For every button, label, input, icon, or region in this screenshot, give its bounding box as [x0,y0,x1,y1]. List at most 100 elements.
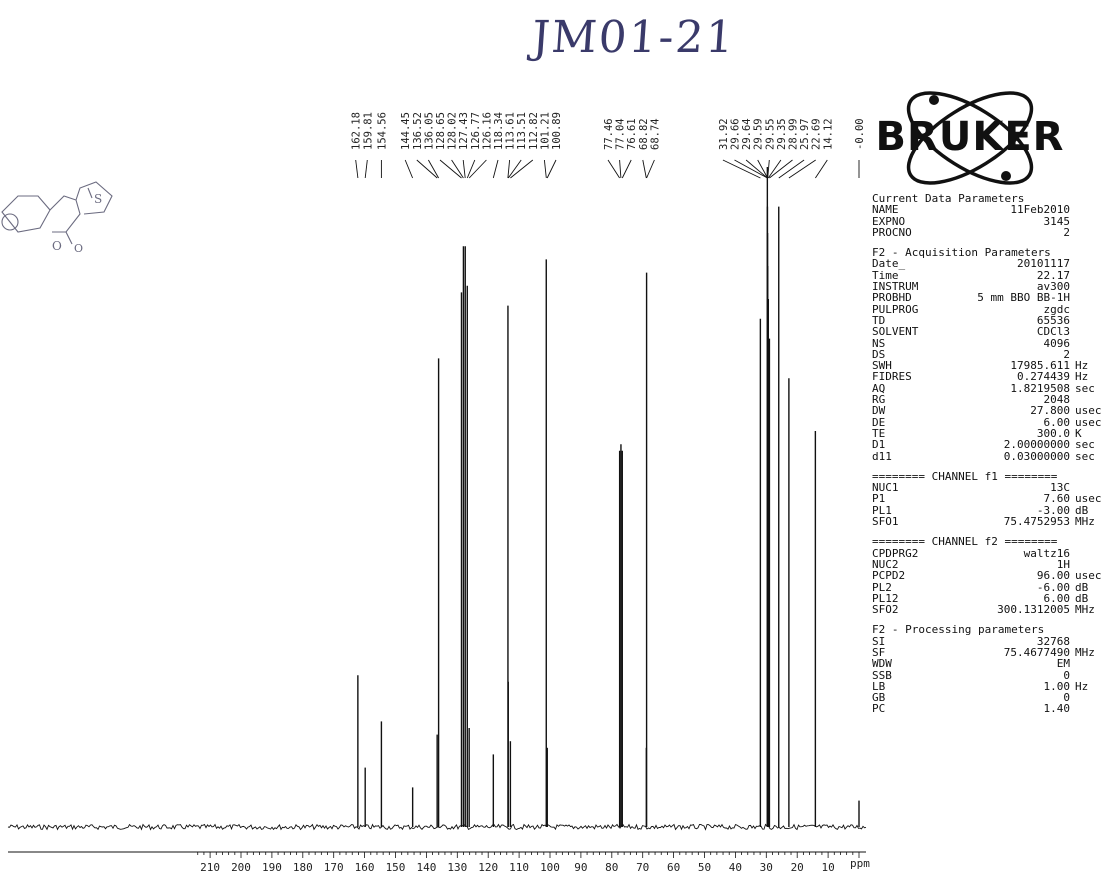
param-key: RG [872,393,886,407]
param-row: PROCNO 2 [872,225,1104,239]
param-row: FIDRES 0.274439 Hz [872,370,1104,384]
peak-label-28.99: 28.99 [788,118,800,150]
param-unit [1070,216,1104,227]
param-key: GB [872,691,886,705]
param-key: PCPD2 [872,569,906,583]
x-tick-label-170: 170 [324,861,344,873]
peak-label-22.69: 22.69 [811,118,823,150]
param-unit: Hz [1075,359,1089,373]
peak-label-connector [492,159,499,179]
baseline-noise [7,823,867,831]
param-unit: usec [1075,415,1102,429]
x-tick-label-110: 110 [509,861,529,873]
peak-label-connector [642,159,647,179]
x-tick-label-150: 150 [386,861,406,873]
peak-label-connector [364,159,368,179]
param-key: FIDRES [872,370,912,384]
peak-label-25.97: 25.97 [799,118,811,150]
param-row: SF 75.4677490 MHz [872,645,1104,659]
param-value: 13C [1050,481,1070,495]
param-row: NUC1 13C [872,481,1104,495]
peak-label-connector [769,159,793,179]
param-key: PC [872,702,886,716]
param-section: F2 - Processing parameters SI 32768 SF 75.46… [872,624,1104,716]
baseline-noise-trace [7,823,867,831]
peak-label-connector [745,159,768,179]
param-row: NS 4096 [872,336,1104,350]
param-value: 7.60 [1043,492,1071,506]
param-section: F2 - Acquisition Parameters Date_ 20101117… [872,247,1104,462]
param-value: 4096 [1043,336,1071,350]
param-key: EXPNO [872,214,906,228]
peak-label-connectors [355,159,860,179]
param-unit [1070,304,1104,315]
param-row: PC 1.40 [872,702,1104,716]
x-tick-label-40: 40 [729,861,742,873]
peak-label-connector [722,159,761,179]
param-section-title: ======== CHANNEL f2 ======== [872,535,1058,549]
param-unit [1070,292,1104,303]
param-row: SFO2 300.1312005 MHz [872,603,1104,617]
peak-label-connector [778,159,805,179]
peak-label-connector [646,159,655,179]
param-key: SOLVENT [872,325,919,339]
param-unit [1070,315,1104,326]
param-row: DE 6.00 usec [872,415,1104,429]
peak-labels: 162.18 159.81 154.56 144.45 136.52 136.05 128.… [351,112,866,150]
param-row: NUC2 1H [872,559,1104,571]
param-key: SFO2 [872,603,899,617]
param-key: INSTRUM [872,280,919,294]
peak-label-159.81: 159.81 [362,112,374,150]
param-row: SI 32768 [872,634,1104,648]
peak-label-100.89: 100.89 [551,112,563,150]
peak-label-connector [767,159,782,179]
param-row: DW 27.800 usec [872,404,1104,418]
peak-label-126.16: 126.16 [481,112,493,150]
param-key: P1 [872,492,886,506]
param-value: 0 [1063,668,1070,682]
x-tick-label-60: 60 [667,861,680,873]
param-unit: dB [1075,580,1089,594]
param-key: d11 [872,449,892,463]
peak-label-connector [621,159,632,179]
peak-label-29.59: 29.59 [753,118,765,150]
peak-label-connector [451,159,464,179]
param-value: 32768 [1036,634,1070,648]
parameters-panel: Current Data Parameters NAME 11Feb2010 EXPN… [872,193,1104,724]
param-unit: MHz [1075,645,1095,659]
param-key: AQ [872,381,886,395]
param-key: WDW [872,657,892,671]
peak-label-29.55: 29.55 [764,118,776,150]
peak-label-29.66: 29.66 [730,118,742,150]
param-value: 22.17 [1036,268,1070,282]
param-value: 27.800 [1030,404,1070,418]
param-value: 2 [1063,225,1070,239]
peak-label-126.77: 126.77 [470,112,482,150]
param-value: av300 [1036,280,1070,294]
peak-label--0.00: -0.00 [854,118,866,150]
param-value: 75.4752953 [1003,515,1070,529]
param-key: Time [872,268,899,282]
param-value: 96.00 [1036,569,1070,583]
param-unit [1070,281,1104,292]
param-key: PULPROG [872,302,919,316]
x-tick-label-120: 120 [478,861,498,873]
param-unit: K [1075,426,1082,440]
x-axis-unit-label: ppm [850,857,870,870]
param-value: 2048 [1043,393,1071,407]
peak-label-connector [543,159,547,179]
atom-orbit-icon [906,91,1034,185]
handwritten-sample-id: JM01-21 [530,12,738,63]
x-tick-label-190: 190 [262,861,282,873]
peak-label-connector [439,159,462,179]
peak-label-113.51: 113.51 [516,112,528,150]
x-tick-label-210: 210 [200,861,220,873]
param-row: RG 2048 [872,393,1104,407]
param-key: TD [872,313,886,327]
peak-label-connector [428,159,439,179]
param-key: PL1 [872,503,892,517]
param-key: SWH [872,359,892,373]
param-value: -6.00 [1036,580,1070,594]
param-row: TE 300.0 K [872,426,1104,440]
peak-label-connector [404,159,414,179]
